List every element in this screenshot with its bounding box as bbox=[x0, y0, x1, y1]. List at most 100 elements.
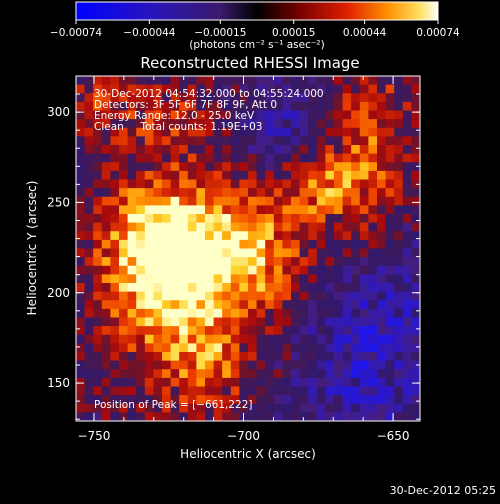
heatmap-cell bbox=[402, 334, 412, 344]
heatmap-cell bbox=[187, 153, 197, 163]
heatmap-cell bbox=[187, 145, 197, 155]
heatmap-cell bbox=[93, 283, 103, 293]
heatmap-cell bbox=[110, 119, 120, 129]
heatmap-cell bbox=[291, 334, 301, 344]
heatmap-cell bbox=[316, 377, 326, 388]
heatmap-cell bbox=[205, 239, 215, 250]
heatmap-cell bbox=[282, 110, 292, 120]
heatmap-cell bbox=[351, 334, 361, 344]
heatmap-cell bbox=[127, 188, 137, 198]
heatmap-cell bbox=[101, 214, 111, 224]
heatmap-cell bbox=[411, 395, 420, 405]
heatmap-cell bbox=[153, 265, 163, 275]
heatmap-cell bbox=[377, 239, 387, 250]
heatmap-cell bbox=[179, 386, 189, 396]
heatmap-cell bbox=[222, 360, 232, 370]
heatmap-cell bbox=[170, 205, 180, 215]
heatmap-cell bbox=[377, 326, 387, 336]
heatmap-cell bbox=[136, 412, 146, 421]
heatmap-cell bbox=[316, 101, 326, 112]
heatmap-cell bbox=[402, 412, 412, 421]
heatmap-cell bbox=[411, 188, 420, 198]
heatmap-cell bbox=[239, 179, 249, 189]
heatmap-cell bbox=[316, 145, 326, 155]
heatmap-cell bbox=[402, 101, 412, 112]
heatmap-cell bbox=[84, 196, 94, 206]
heatmap-cell bbox=[84, 101, 94, 112]
heatmap-cell bbox=[144, 84, 154, 94]
heatmap-cell bbox=[101, 300, 111, 310]
heatmap-cell bbox=[402, 386, 412, 396]
heatmap-cell bbox=[213, 308, 223, 319]
heatmap-cell bbox=[299, 248, 309, 258]
heatmap-cell bbox=[265, 145, 275, 155]
heatmap-cell bbox=[110, 101, 120, 112]
heatmap-cell bbox=[411, 360, 420, 370]
heatmap-cell bbox=[325, 93, 335, 103]
heatmap-cell bbox=[119, 395, 129, 405]
heatmap-cell bbox=[368, 84, 378, 94]
heatmap-cell bbox=[170, 119, 180, 129]
heatmap-cell bbox=[256, 127, 266, 137]
heatmap-cell bbox=[273, 274, 283, 284]
heatmap-cell bbox=[162, 214, 172, 224]
heatmap-cell bbox=[136, 360, 146, 370]
heatmap-cell bbox=[265, 369, 275, 379]
heatmap-cell bbox=[308, 386, 318, 396]
heatmap-cell bbox=[144, 110, 154, 120]
heatmap-cell bbox=[127, 317, 137, 327]
heatmap-cell bbox=[377, 300, 387, 310]
heatmap-cell bbox=[291, 110, 301, 120]
heatmap-cell bbox=[308, 300, 318, 310]
heatmap-cell bbox=[273, 377, 283, 388]
heatmap-cell bbox=[265, 386, 275, 396]
heatmap-cell bbox=[342, 343, 352, 353]
heatmap-cell bbox=[127, 84, 137, 94]
heatmap-cell bbox=[144, 145, 154, 155]
heatmap-cell bbox=[299, 145, 309, 155]
heatmap-cell bbox=[265, 205, 275, 215]
heatmap-cell bbox=[299, 214, 309, 224]
peak-annotation: Position of Peak = [−661,222] bbox=[94, 399, 253, 411]
heatmap-cell bbox=[377, 170, 387, 181]
heatmap-cell bbox=[119, 308, 129, 319]
heatmap-cell bbox=[101, 369, 111, 379]
heatmap-cell bbox=[351, 369, 361, 379]
heatmap-cell bbox=[170, 248, 180, 258]
heatmap-cell bbox=[265, 248, 275, 258]
heatmap-cell bbox=[179, 300, 189, 310]
heatmap-cell bbox=[334, 369, 344, 379]
heatmap-cell bbox=[144, 153, 154, 163]
heatmap-cell bbox=[153, 257, 163, 267]
heatmap-cell bbox=[316, 300, 326, 310]
heatmap-cell bbox=[144, 369, 154, 379]
heatmap-cell bbox=[351, 326, 361, 336]
heatmap-cell bbox=[334, 222, 344, 232]
heatmap-cell bbox=[402, 317, 412, 327]
heatmap-cell bbox=[153, 360, 163, 370]
heatmap-cell bbox=[385, 403, 395, 413]
heatmap-cell bbox=[248, 369, 258, 379]
heatmap-cell bbox=[179, 334, 189, 344]
heatmap-cell bbox=[222, 300, 232, 310]
heatmap-cell bbox=[394, 188, 404, 198]
heatmap-cell bbox=[334, 101, 344, 112]
heatmap-cell bbox=[239, 403, 249, 413]
heatmap-cell bbox=[84, 308, 94, 319]
heatmap-cell bbox=[248, 136, 258, 146]
heatmap-cell bbox=[136, 101, 146, 112]
heatmap-cell bbox=[385, 265, 395, 275]
heatmap-cell bbox=[291, 326, 301, 336]
heatmap-cell bbox=[334, 93, 344, 103]
heatmap-cell bbox=[205, 334, 215, 344]
heatmap-cell bbox=[205, 248, 215, 258]
heatmap-cell bbox=[291, 101, 301, 112]
heatmap-cell bbox=[127, 283, 137, 293]
heatmap-cell bbox=[316, 386, 326, 396]
heatmap-cell bbox=[93, 222, 103, 232]
heatmap-cell bbox=[153, 300, 163, 310]
heatmap-cell bbox=[402, 110, 412, 120]
heatmap-cell bbox=[368, 222, 378, 232]
heatmap-cell bbox=[273, 403, 283, 413]
heatmap-cell bbox=[170, 136, 180, 146]
